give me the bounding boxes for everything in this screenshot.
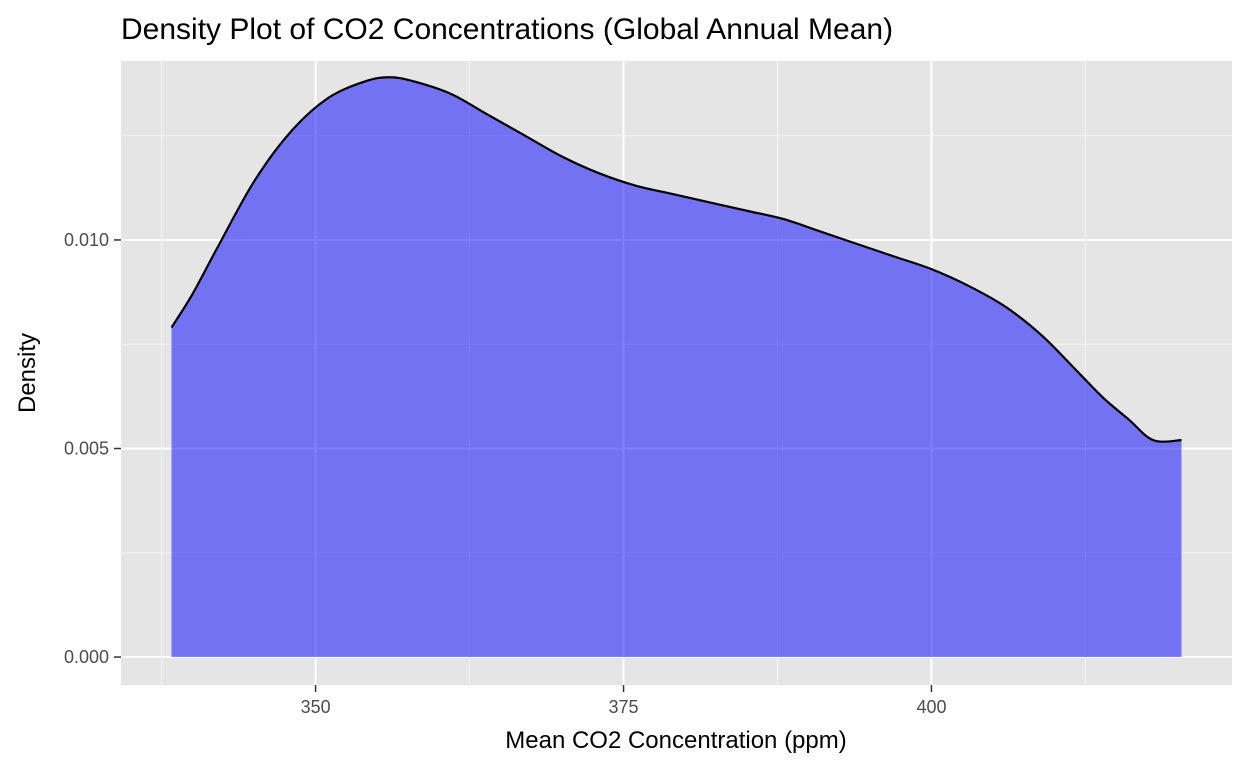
- density-series: [170, 76, 1182, 658]
- y-tick-label: 0.000: [64, 647, 109, 667]
- y-tick-label: 0.010: [64, 230, 109, 250]
- y-tick-label: 0.005: [64, 438, 109, 458]
- x-axis-title: Mean CO2 Concentration (ppm): [505, 727, 846, 754]
- chart-title: Density Plot of CO2 Concentrations (Glob…: [121, 13, 893, 46]
- y-axis: 0.000 0.005 0.010: [64, 230, 121, 667]
- x-axis: 350 375 400: [301, 685, 946, 717]
- density-area: [171, 77, 1182, 658]
- y-axis-title: Density: [14, 333, 41, 413]
- density-line: [170, 76, 1182, 443]
- x-tick-label: 375: [609, 697, 639, 717]
- x-tick-label: 350: [301, 697, 331, 717]
- x-tick-label: 400: [916, 697, 946, 717]
